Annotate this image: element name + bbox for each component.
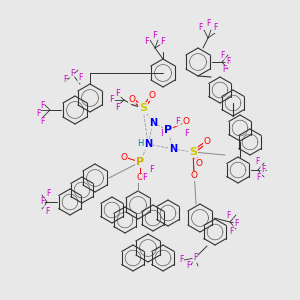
Text: F: F <box>40 197 44 206</box>
Text: F: F <box>142 172 147 182</box>
Text: F: F <box>179 254 183 263</box>
Text: H: H <box>137 139 143 148</box>
Text: O: O <box>203 137 211 146</box>
Text: F: F <box>186 262 190 271</box>
Text: F: F <box>193 254 197 262</box>
Text: N: N <box>149 118 157 128</box>
Text: F: F <box>206 19 210 28</box>
Text: F: F <box>116 103 120 112</box>
Text: F: F <box>40 118 44 127</box>
Text: P: P <box>164 125 172 135</box>
Text: F: F <box>256 173 260 182</box>
Text: F: F <box>45 206 49 215</box>
Text: F: F <box>78 74 82 82</box>
Text: F: F <box>63 76 67 85</box>
Text: F: F <box>153 31 158 40</box>
Text: F: F <box>110 95 114 104</box>
Text: S: S <box>189 147 197 157</box>
Text: O: O <box>128 94 136 103</box>
Text: F: F <box>150 166 154 175</box>
Text: F: F <box>36 110 40 118</box>
Text: F: F <box>226 211 230 220</box>
Text: F: F <box>40 100 44 109</box>
Text: F: F <box>160 130 165 139</box>
Text: F: F <box>222 65 226 74</box>
Text: F: F <box>255 158 259 166</box>
Text: F: F <box>46 188 50 197</box>
Text: F: F <box>160 38 165 46</box>
Text: S: S <box>139 103 147 113</box>
Text: F: F <box>145 38 149 46</box>
Text: F: F <box>220 50 224 59</box>
Text: F: F <box>198 23 202 32</box>
Text: F: F <box>116 88 120 98</box>
Text: F: F <box>229 227 233 236</box>
Text: P: P <box>136 157 144 167</box>
Text: N: N <box>144 139 152 149</box>
Text: F: F <box>184 128 189 137</box>
Text: F: F <box>213 23 217 32</box>
Text: O: O <box>148 92 155 100</box>
Text: F: F <box>261 166 265 175</box>
Text: F: F <box>226 58 230 67</box>
Text: O: O <box>136 173 143 182</box>
Text: O: O <box>121 152 128 161</box>
Text: O: O <box>182 118 190 127</box>
Text: O: O <box>190 172 197 181</box>
Text: O: O <box>196 158 202 167</box>
Text: F: F <box>176 116 180 125</box>
Text: F: F <box>70 68 74 77</box>
Text: F: F <box>234 218 238 227</box>
Text: N: N <box>169 144 177 154</box>
